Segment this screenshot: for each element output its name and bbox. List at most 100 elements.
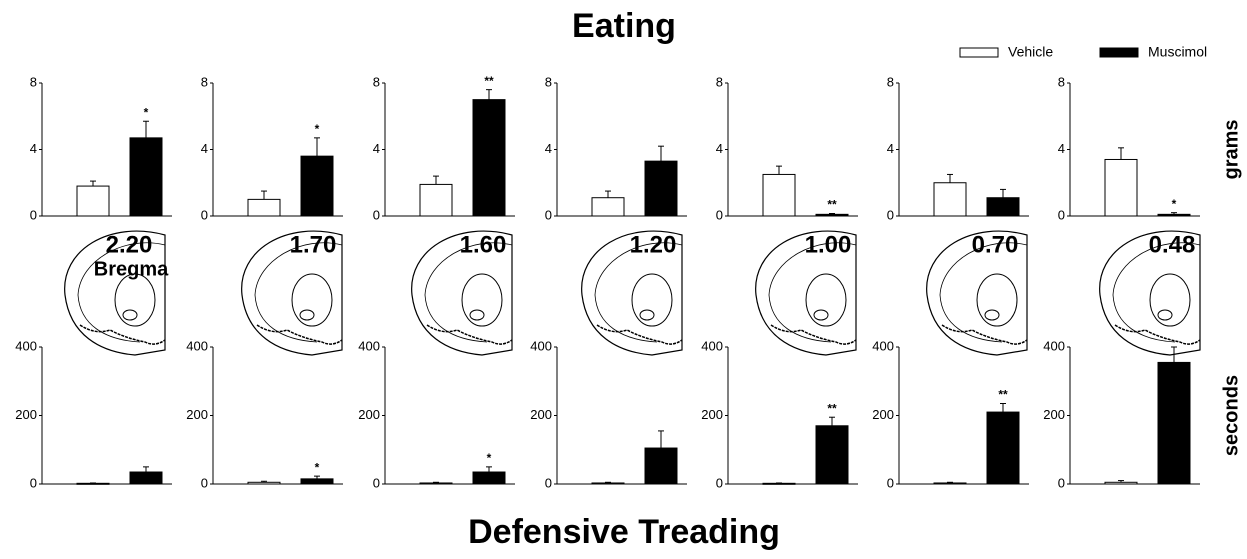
brain-detail: [123, 310, 137, 320]
y-tick-label: 0: [201, 207, 208, 222]
y-tick-label: 0: [887, 207, 894, 222]
bar: [420, 184, 452, 216]
bar: [934, 483, 966, 484]
bar: [592, 483, 624, 484]
bregma-value: 1.00: [805, 231, 852, 258]
brain-detail: [470, 310, 484, 320]
brain-detail: [300, 310, 314, 320]
y-tick-label: 4: [201, 141, 208, 156]
brain-detail: [814, 310, 828, 320]
significance: *: [487, 451, 492, 465]
significance: **: [827, 401, 837, 415]
bar: [420, 483, 452, 484]
bar: [301, 479, 333, 484]
bregma-value: 2.20: [106, 231, 153, 258]
y-tick-label: 400: [186, 338, 208, 353]
y-tick-label: 200: [358, 407, 380, 422]
bregma-value: 0.48: [1149, 231, 1196, 258]
bregma-value: 0.70: [972, 231, 1019, 258]
y-tick-label: 4: [373, 141, 380, 156]
bregma-value: 1.60: [460, 231, 507, 258]
title-bottom: Defensive Treading: [468, 513, 780, 551]
bar: [77, 483, 109, 484]
brain-detail: [1158, 310, 1172, 320]
y-tick-label: 0: [30, 207, 37, 222]
bar: [248, 199, 280, 216]
brain-detail: [985, 310, 999, 320]
y-tick-label: 200: [701, 407, 723, 422]
y-tick-label: 400: [1043, 338, 1065, 353]
y-tick-label: 4: [30, 141, 37, 156]
y-tick-label: 200: [15, 407, 37, 422]
y-axis-label: grams: [1220, 119, 1242, 179]
y-tick-label: 8: [887, 74, 894, 89]
legend-label: Vehicle: [1008, 44, 1053, 60]
bar: [1105, 482, 1137, 484]
bar: [987, 198, 1019, 216]
significance: *: [1172, 197, 1177, 211]
bar: [645, 161, 677, 216]
y-tick-label: 0: [30, 475, 37, 490]
y-tick-label: 400: [530, 338, 552, 353]
bar: [816, 214, 848, 216]
y-tick-label: 400: [358, 338, 380, 353]
y-tick-label: 400: [872, 338, 894, 353]
y-tick-label: 8: [545, 74, 552, 89]
bregma-value: 1.20: [630, 231, 677, 258]
y-tick-label: 4: [716, 141, 723, 156]
significance: *: [144, 105, 149, 119]
bar: [130, 472, 162, 484]
y-tick-label: 0: [716, 475, 723, 490]
bar: [816, 426, 848, 484]
y-tick-label: 200: [530, 407, 552, 422]
bar: [130, 138, 162, 216]
y-tick-label: 0: [887, 475, 894, 490]
y-tick-label: 8: [373, 74, 380, 89]
y-tick-label: 400: [15, 338, 37, 353]
y-tick-label: 200: [1043, 407, 1065, 422]
legend-swatch: [960, 48, 998, 57]
bar: [248, 482, 280, 484]
y-tick-label: 0: [1058, 207, 1065, 222]
y-tick-label: 0: [201, 475, 208, 490]
y-tick-label: 0: [373, 207, 380, 222]
significance: **: [827, 198, 837, 212]
y-axis-label: seconds: [1220, 375, 1242, 456]
y-tick-label: 200: [872, 407, 894, 422]
significance: *: [315, 460, 320, 474]
legend-label: Muscimol: [1148, 44, 1207, 60]
y-tick-label: 8: [1058, 74, 1065, 89]
legend-swatch: [1100, 48, 1138, 57]
y-tick-label: 0: [545, 475, 552, 490]
bar: [1158, 362, 1190, 484]
bregma-value: 1.70: [290, 231, 337, 258]
significance: **: [998, 388, 1008, 402]
y-tick-label: 0: [373, 475, 380, 490]
y-tick-label: 0: [1058, 475, 1065, 490]
y-tick-label: 8: [201, 74, 208, 89]
y-tick-label: 8: [716, 74, 723, 89]
bar: [592, 198, 624, 216]
y-tick-label: 200: [186, 407, 208, 422]
y-tick-label: 4: [545, 141, 552, 156]
bar: [473, 472, 505, 484]
bar: [645, 448, 677, 484]
bar: [763, 174, 795, 216]
bar: [987, 412, 1019, 484]
significance: **: [484, 74, 494, 88]
y-tick-label: 0: [716, 207, 723, 222]
bar: [77, 186, 109, 216]
y-tick-label: 4: [1058, 141, 1065, 156]
bar: [1105, 159, 1137, 216]
bar: [301, 156, 333, 216]
bar: [763, 483, 795, 484]
figure: Eating Defensive Treading Vehicle Muscimo…: [0, 0, 1247, 559]
significance: *: [315, 122, 320, 136]
bar: [1158, 214, 1190, 216]
bar: [473, 100, 505, 216]
brain-detail: [640, 310, 654, 320]
bar: [934, 183, 966, 216]
y-tick-label: 8: [30, 74, 37, 89]
title-top: Eating: [572, 7, 676, 45]
bregma-caption: Bregma: [94, 258, 169, 280]
